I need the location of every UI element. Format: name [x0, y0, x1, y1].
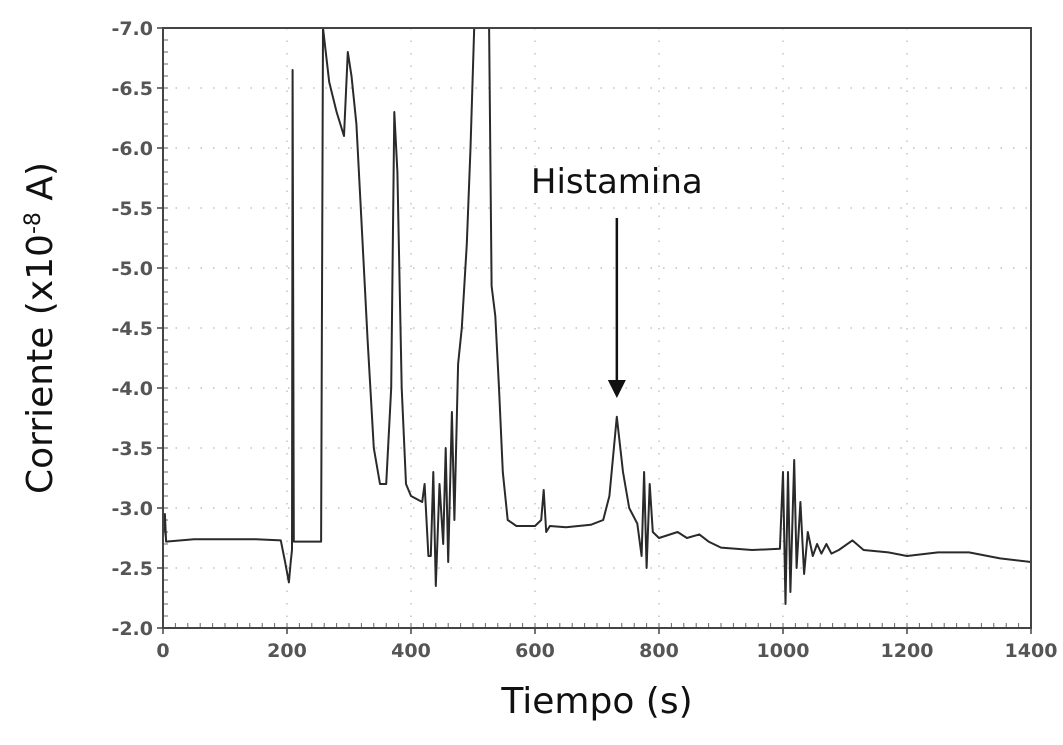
y-tick-label: -3.0 [111, 498, 153, 520]
y-tick-label: -4.0 [111, 378, 153, 400]
grid [163, 28, 1031, 628]
x-tick-label: 200 [267, 640, 307, 662]
annotation-arrow-head [607, 380, 626, 398]
y-tick-label: -5.5 [111, 198, 153, 220]
x-tick-label: 600 [515, 640, 555, 662]
histamina-annotation: Histamina [531, 162, 703, 398]
y-tick-label: -2.5 [111, 558, 153, 580]
y-tick-label: -6.0 [111, 138, 153, 160]
x-tick-label: 800 [639, 640, 679, 662]
y-tick-label: -6.5 [111, 78, 153, 100]
y-axis-title: Corriente (x10-8 A) [20, 162, 61, 494]
y-tick-label: -3.5 [111, 438, 153, 460]
x-axis-ticks: 0 200 400 600 800 1000 1200 1400 [156, 628, 1057, 662]
series-layer [162, 27, 1032, 605]
x-tick-label: 1200 [881, 640, 934, 662]
series-line [162, 27, 1032, 605]
x-axis-title: Tiempo (s) [500, 681, 692, 722]
y-tick-label: -4.5 [111, 318, 153, 340]
y-tick-label: -7.0 [111, 18, 153, 40]
y-tick-label: -5.0 [111, 258, 153, 280]
x-tick-label: 1400 [1005, 640, 1058, 662]
annotation-label: Histamina [531, 162, 703, 202]
x-tick-label: 1000 [757, 640, 810, 662]
y-tick-label: -2.0 [111, 618, 153, 640]
x-tick-label: 0 [156, 640, 169, 662]
x-tick-label: 400 [391, 640, 431, 662]
y-axis-ticks: -7.0 -6.5 -6.0 -5.5 -5.0 -4.5 -4.0 -3.5 -3.0 -2.5… [111, 18, 163, 640]
